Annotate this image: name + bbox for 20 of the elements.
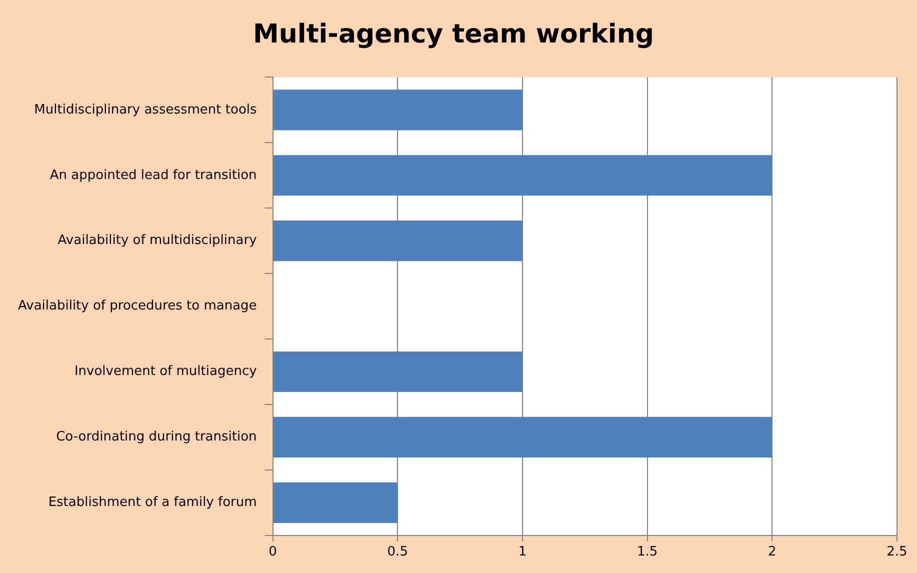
y-tick-label: Availability of procedures to manage: [18, 298, 257, 314]
x-tick-label: 2: [768, 544, 776, 560]
bar: [273, 220, 522, 262]
bar: [273, 90, 522, 130]
bar: [273, 416, 772, 458]
y-tick-label: Involvement of multiagency: [74, 364, 258, 380]
bar: [273, 482, 398, 523]
y-tick-label: Availability of multidisciplinary: [58, 233, 258, 248]
bar: [273, 155, 772, 196]
y-tick-label: Co-ordinating during transition: [56, 430, 257, 445]
y-tick-label: An appointed lead for transition: [50, 168, 257, 183]
x-tick-label: 1: [518, 544, 527, 560]
x-tick-label: 1.5: [636, 544, 658, 560]
chart-title: Multi-agency team working: [253, 19, 654, 50]
x-tick-label: 2.5: [886, 544, 908, 560]
y-tick-label: Multidisciplinary assessment tools: [34, 102, 258, 118]
y-tick-label: Establishment of a family forum: [48, 495, 257, 510]
bar: [273, 351, 522, 392]
x-tick-label: 0.5: [387, 544, 408, 560]
x-tick-label: 0: [268, 544, 277, 560]
